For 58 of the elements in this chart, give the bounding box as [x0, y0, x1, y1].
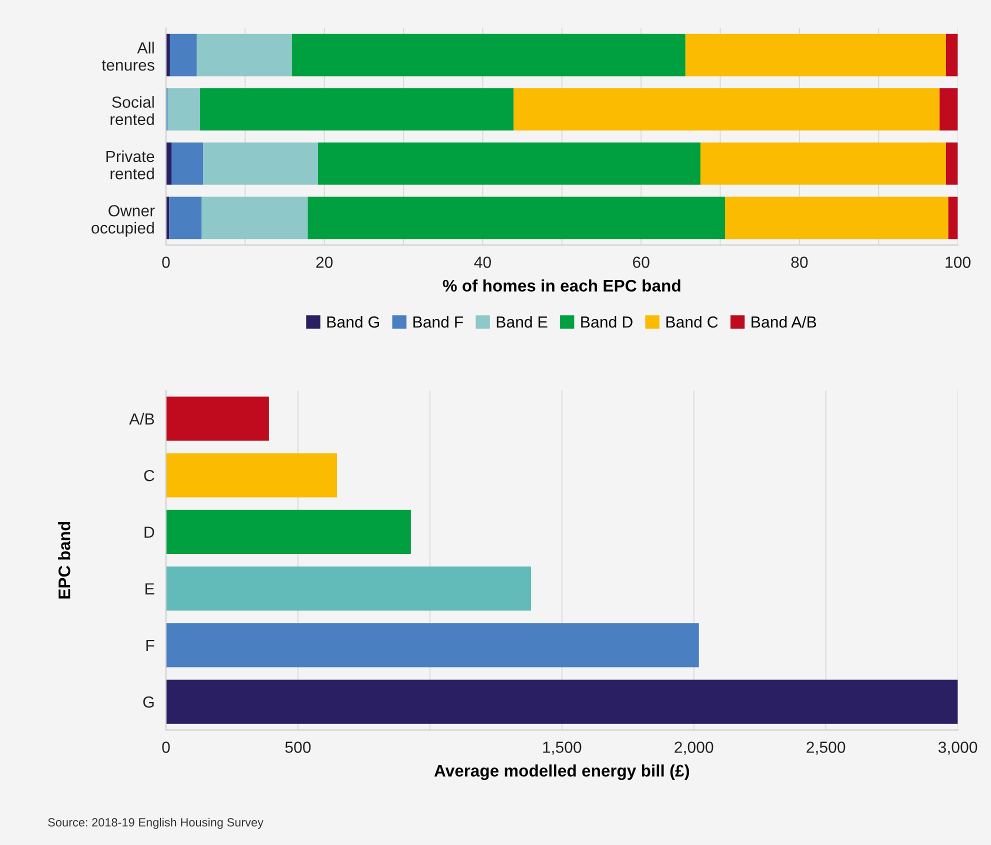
y-tick-label: G: [143, 696, 154, 708]
y-tick-label: A/B: [129, 412, 154, 425]
bar: [514, 88, 940, 130]
y-tick-label: E: [146, 583, 154, 594]
legend-label: Band G: [327, 316, 379, 328]
x-tick-label: 100: [946, 256, 971, 268]
y-tick-label: Social rented: [110, 96, 154, 126]
bar: [203, 142, 318, 185]
source-note: Source: 2018-19 English Housing Survey: [48, 818, 264, 829]
bar: [318, 142, 700, 185]
x-axis-title: % of homes in each EPC band: [442, 279, 680, 292]
x-tick-label: 2,500: [806, 742, 846, 755]
x-tick-label: 0: [162, 742, 170, 753]
bar: [292, 34, 686, 76]
bar: [196, 34, 292, 76]
x-tick-label: 80: [791, 256, 808, 268]
x-tick-label: 500: [285, 742, 311, 753]
bar: [166, 142, 172, 185]
bar: [166, 680, 958, 724]
bar: [169, 196, 202, 240]
x-tick-label: 2,000: [674, 742, 714, 755]
y-tick-label: All tenures: [102, 42, 154, 71]
bar: [200, 88, 514, 130]
x-tick-label: 40: [474, 256, 491, 268]
y-tick-label: F: [146, 640, 154, 651]
bar: [308, 196, 726, 240]
legend-label: Band A/B: [752, 316, 816, 328]
bar: [166, 623, 699, 668]
x-tick-label: 1,500: [543, 742, 582, 755]
bar: [166, 453, 338, 498]
x-tick-label: 0: [162, 256, 170, 268]
bar: [946, 34, 958, 76]
y-tick-label: D: [144, 526, 154, 538]
bar: [166, 566, 532, 611]
bar: [940, 88, 958, 130]
x-tick-label: 60: [633, 256, 650, 268]
bar: [172, 142, 204, 185]
bar: [700, 142, 946, 185]
y-tick-label: C: [144, 470, 154, 482]
y-tick-label: Private rented: [106, 150, 154, 180]
x-tick-label: 3,000: [938, 742, 978, 755]
bar: [166, 396, 269, 441]
x-axis-title: Average modelled energy bill (£): [434, 764, 690, 780]
x-tick-label: 20: [316, 256, 333, 268]
legend-label: Band D: [581, 316, 632, 328]
bar: [202, 196, 308, 240]
y-tick-label: Owner occupied: [92, 205, 155, 237]
bar: [725, 196, 948, 240]
bar: [166, 510, 411, 554]
bar: [685, 34, 946, 76]
bar: [948, 196, 958, 240]
bar: [170, 34, 197, 76]
legend-label: Band F: [413, 316, 463, 328]
legend-label: Band E: [496, 316, 548, 328]
bar: [168, 88, 200, 130]
bar: [946, 142, 958, 185]
y-axis-title: EPC band: [58, 522, 70, 598]
legend-label: Band C: [666, 316, 718, 328]
